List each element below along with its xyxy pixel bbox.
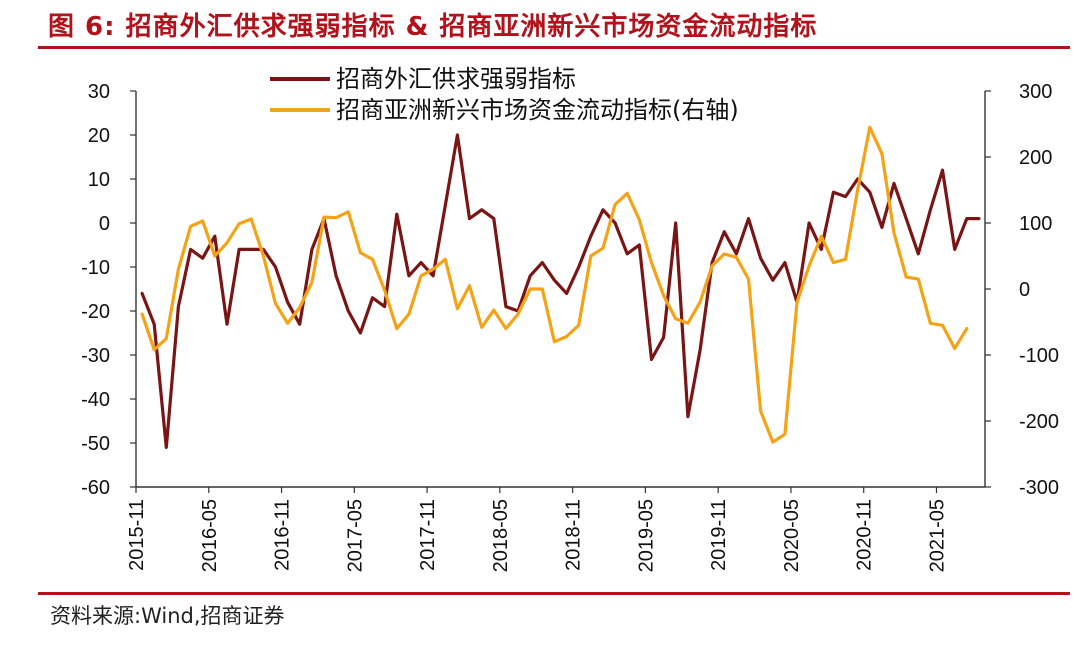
left-tick-label: -40	[81, 389, 110, 411]
legend-label: 招商外汇供求强弱指标	[336, 65, 576, 93]
chart-title: 图 6: 招商外汇供求强弱指标 & 招商亚洲新兴市场资金流动指标	[48, 12, 818, 42]
left-tick-label: -60	[81, 477, 110, 499]
x-tick-label: 2016-05	[199, 499, 221, 572]
x-tick-label: 2019-05	[635, 499, 657, 572]
left-tick-label: -50	[81, 433, 110, 455]
x-tick-label: 2021-05	[926, 499, 948, 572]
x-tick-label: 2016-11	[272, 499, 294, 571]
legend-label: 招商亚洲新兴市场资金流动指标(右轴)	[336, 96, 739, 124]
x-tick-label: 2018-05	[490, 499, 512, 572]
title-rule	[38, 46, 1070, 49]
left-tick-label: 30	[88, 81, 110, 103]
x-tick-label: 2017-05	[344, 499, 366, 572]
right-tick-label: 300	[1019, 81, 1052, 103]
left-tick-label: 20	[88, 125, 110, 147]
right-tick-label: -200	[1019, 411, 1059, 433]
right-tick-label: 200	[1019, 147, 1052, 169]
left-tick-label: 10	[88, 169, 110, 191]
left-tick-label: -20	[81, 301, 110, 323]
asia-em-fund-flow-line	[140, 125, 969, 444]
x-tick-label: 2020-05	[781, 499, 803, 572]
left-tick-label: -10	[81, 257, 110, 279]
left-tick-label: 0	[99, 213, 110, 235]
right-tick-label: 100	[1019, 213, 1052, 235]
x-tick-label: 2020-11	[854, 499, 876, 571]
source-note: 资料来源:Wind,招商证券	[50, 604, 285, 628]
right-tick-label: -100	[1019, 345, 1059, 367]
fx-supply-demand-line	[140, 133, 981, 449]
left-tick-label: -30	[81, 345, 110, 367]
x-tick-label: 2018-11	[563, 499, 585, 571]
right-tick-label: 0	[1019, 279, 1030, 301]
x-tick-label: 2019-11	[708, 499, 730, 571]
x-tick-label: 2015-11	[126, 499, 148, 571]
x-tick-label: 2017-11	[417, 499, 439, 571]
source-rule	[38, 592, 1070, 595]
right-tick-label: -300	[1019, 477, 1059, 499]
